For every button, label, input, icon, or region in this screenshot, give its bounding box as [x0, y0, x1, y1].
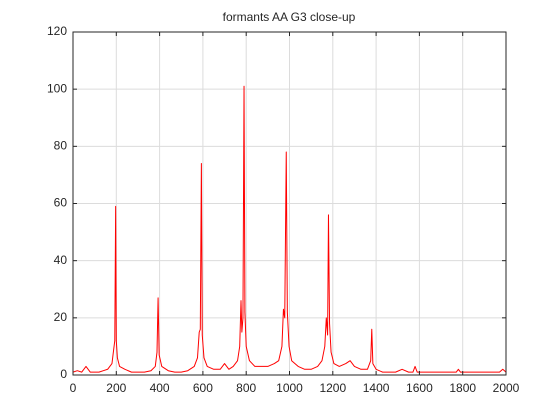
x-tick-label: 1800: [449, 381, 476, 395]
x-tick-label: 1400: [363, 381, 390, 395]
data-line: [72, 85, 507, 373]
x-tick-label: 1200: [319, 381, 346, 395]
y-tick-label: 20: [54, 310, 68, 324]
y-tick-label: 60: [54, 196, 68, 210]
x-tick-label: 2000: [493, 381, 520, 395]
x-tick-label: 200: [106, 381, 126, 395]
y-tick-label: 80: [54, 139, 68, 153]
y-tick-label: 120: [47, 24, 67, 38]
x-tick-label: 1600: [406, 381, 433, 395]
x-tick-label: 800: [236, 381, 256, 395]
y-tick-label: 40: [54, 253, 68, 267]
x-tick-label: 0: [70, 381, 77, 395]
y-tick-label: 100: [47, 81, 67, 95]
y-tick-label: 0: [60, 367, 67, 381]
x-tick-label: 400: [150, 381, 170, 395]
chart-title: formants AA G3 close-up: [223, 10, 356, 24]
x-tick-label: 1000: [276, 381, 303, 395]
x-tick-label: 600: [193, 381, 213, 395]
